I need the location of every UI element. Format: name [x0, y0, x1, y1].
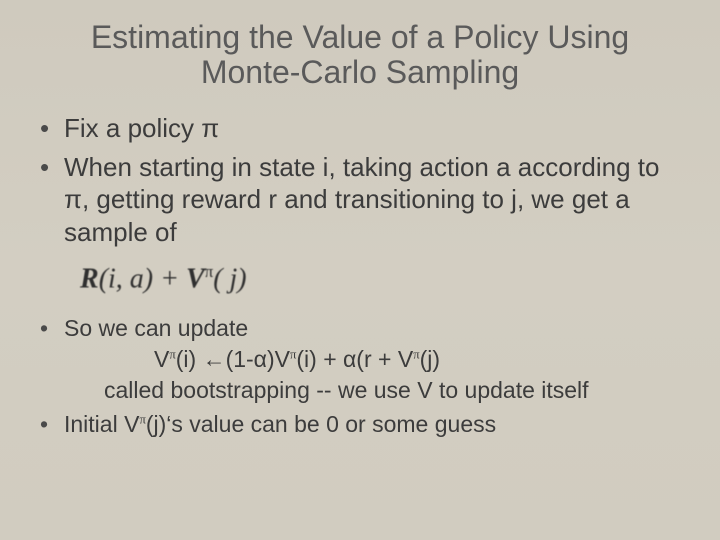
eq-lhs: (i) [176, 346, 203, 372]
eq-v: V [275, 346, 290, 372]
formula-sup: π [205, 262, 213, 281]
formula-args2: ( j) [213, 264, 246, 295]
bootstrap-note: called bootstrapping -- we use V to upda… [104, 375, 690, 406]
formula-args1: (i, a) [99, 264, 153, 295]
eq-mid: (i) + α(r + [296, 346, 397, 372]
formula: R(i, a) + Vπ( j) [80, 262, 690, 295]
bullet-item: Initial Vπ(j)‘s value can be 0 or some g… [36, 410, 690, 440]
bullet-text-post: (j)‘s value can be 0 or some guess [146, 411, 496, 437]
slide: Estimating the Value of a Policy Using M… [0, 0, 720, 540]
bullet-item: Fix a policy π [36, 112, 690, 145]
eq-arrow: ← [203, 346, 226, 372]
update-equation: Vπ(i) ←(1-α)Vπ(i) + α(r + Vπ(j) [154, 344, 690, 375]
bullet-list-top: Fix a policy π When starting in state i,… [36, 112, 690, 248]
bullet-text-pre: Initial V [64, 411, 139, 437]
eq-1minus: (1-α) [226, 346, 275, 372]
formula-R: R [80, 264, 99, 295]
bullet-text: So we can update [64, 315, 248, 341]
eq-v: V [154, 346, 169, 372]
slide-title: Estimating the Value of a Policy Using M… [70, 20, 650, 90]
bullet-item: When starting in state i, taking action … [36, 151, 690, 249]
eq-v: V [398, 346, 413, 372]
formula-plus: + [153, 264, 186, 295]
formula-V: V [186, 264, 205, 295]
eq-rhs: (j) [420, 346, 440, 372]
bullet-list-bottom: So we can update Vπ(i) ←(1-α)Vπ(i) + α(r… [36, 314, 690, 440]
bullet-item: So we can update Vπ(i) ←(1-α)Vπ(i) + α(r… [36, 314, 690, 406]
